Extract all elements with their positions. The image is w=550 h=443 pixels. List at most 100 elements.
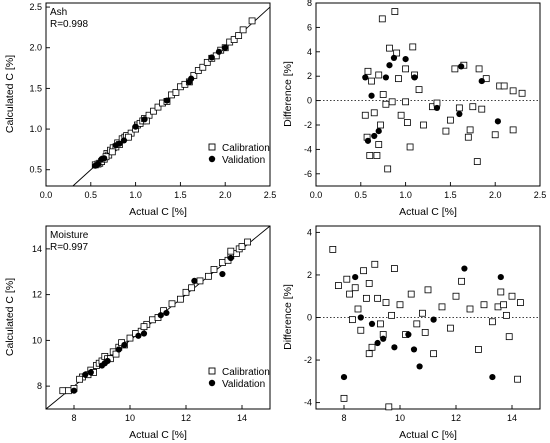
- y-axis-label: Difference [%]: [282, 61, 294, 127]
- validation-point: [402, 56, 409, 63]
- calibration-point: [517, 299, 524, 307]
- y-axis-label: Difference [%]: [282, 284, 294, 350]
- calibration-point: [375, 141, 383, 148]
- calibration-point: [421, 328, 429, 336]
- y-tick-label: 2.5: [29, 2, 42, 12]
- validation-point: [163, 309, 170, 317]
- calibration-point: [382, 100, 390, 108]
- y-tick-label: -6: [304, 169, 312, 179]
- calibration-point: [368, 343, 376, 351]
- calibration-point: [376, 320, 384, 328]
- calibration-point: [346, 290, 354, 298]
- calibration-point: [409, 43, 417, 51]
- calibration-point: [415, 86, 423, 94]
- calibration-point: [418, 309, 426, 317]
- legend-calibration-marker: [208, 143, 216, 151]
- y-tick-label: 4: [307, 227, 312, 237]
- calibration-point: [474, 346, 482, 353]
- calibration-point: [340, 394, 348, 402]
- calibration-point: [365, 280, 373, 287]
- validation-point: [391, 344, 398, 351]
- x-tick-label: 0.5: [85, 190, 98, 200]
- calibration-point: [395, 75, 402, 83]
- y-tick-label: 8: [307, 0, 312, 8]
- validation-point: [386, 62, 393, 69]
- calibration-point: [196, 277, 204, 285]
- calibration-point: [518, 89, 526, 97]
- calibration-point: [420, 121, 427, 129]
- validation-point: [497, 273, 504, 281]
- calibration-point: [375, 71, 383, 79]
- x-tick-label: 10: [125, 413, 135, 423]
- correlation-annotation: R=0.998: [50, 19, 89, 30]
- panel-moisture-difference: 8 10 12 14 -4 -2 0 2 4 Actual C [%] Difference […: [282, 225, 541, 441]
- calibration-point: [397, 111, 405, 119]
- panel-label: Ash: [50, 7, 67, 18]
- y-tick-label: 0: [307, 96, 312, 106]
- calibration-point: [509, 87, 517, 95]
- calibration-point: [343, 275, 351, 283]
- calibration-point: [218, 259, 226, 267]
- x-tick-label: 14: [507, 413, 517, 423]
- x-tick-label: 1.0: [129, 190, 142, 200]
- calibration-point: [377, 121, 384, 129]
- validation-point: [430, 316, 437, 323]
- validation-point: [382, 74, 389, 81]
- calibration-point: [396, 301, 404, 309]
- validation-point: [368, 320, 376, 327]
- calibration-point: [230, 36, 238, 43]
- calibration-point: [466, 305, 474, 313]
- validation-point: [371, 132, 378, 140]
- validation-point: [115, 346, 122, 353]
- calibration-point: [388, 311, 396, 319]
- calibration-point: [391, 8, 399, 15]
- y-tick-label: 8: [37, 381, 42, 391]
- validation-point: [94, 160, 102, 168]
- x-tick-label: 0.0: [40, 190, 53, 200]
- legend-validation-label: Validation: [222, 155, 265, 166]
- legend-calibration-label: Calibration: [222, 143, 270, 154]
- validation-point: [135, 332, 142, 339]
- calibration-point: [488, 318, 496, 326]
- validation-point: [191, 277, 198, 284]
- validation-point: [215, 48, 223, 55]
- plot-frame: [45, 2, 271, 187]
- y-tick-label: -2: [304, 355, 312, 365]
- calibration-point: [168, 300, 176, 308]
- validation-point: [456, 110, 463, 118]
- x-tick-label: 0.0: [310, 190, 323, 200]
- calibration-point: [475, 65, 483, 73]
- calibration-point: [374, 294, 382, 302]
- validation-point: [227, 254, 234, 262]
- calibration-point: [500, 82, 508, 90]
- validation-point: [416, 363, 423, 370]
- validation-point: [188, 75, 195, 82]
- calibration-point: [508, 292, 516, 300]
- calibration-point: [348, 316, 356, 324]
- x-tick-label: 10: [395, 413, 405, 423]
- y-tick-label: 10: [32, 335, 42, 345]
- calibration-point: [371, 260, 379, 268]
- validation-point: [410, 346, 418, 353]
- calibration-point: [362, 294, 370, 302]
- calibration-point: [379, 91, 387, 98]
- panel-moisture-calculated: 8 10 12 14 8 10 12 14 Moisture R=0.997 Actual C…: [4, 225, 271, 441]
- calibration-point: [182, 288, 190, 296]
- calibration-point: [500, 301, 508, 309]
- calibration-point: [334, 282, 342, 289]
- panel-ash-calculated: 0.0 0.5 1.0 1.5 2.0 2.5 0.5 1.0 1.5 2.0 2.5 Ash R=…: [4, 2, 276, 218]
- calibration-point: [354, 305, 362, 313]
- validation-point: [140, 330, 148, 337]
- validation-point: [375, 128, 382, 135]
- calibration-point: [446, 324, 454, 332]
- calibration-point: [386, 44, 393, 52]
- validation-point: [104, 357, 111, 365]
- calibration-point: [360, 267, 368, 275]
- validation-point: [362, 74, 369, 81]
- calibration-point: [203, 58, 211, 66]
- calibration-point: [59, 387, 67, 395]
- calibration-point: [235, 32, 243, 39]
- calibration-point: [430, 350, 438, 358]
- calibration-point: [370, 109, 378, 117]
- calibration-point: [126, 334, 134, 342]
